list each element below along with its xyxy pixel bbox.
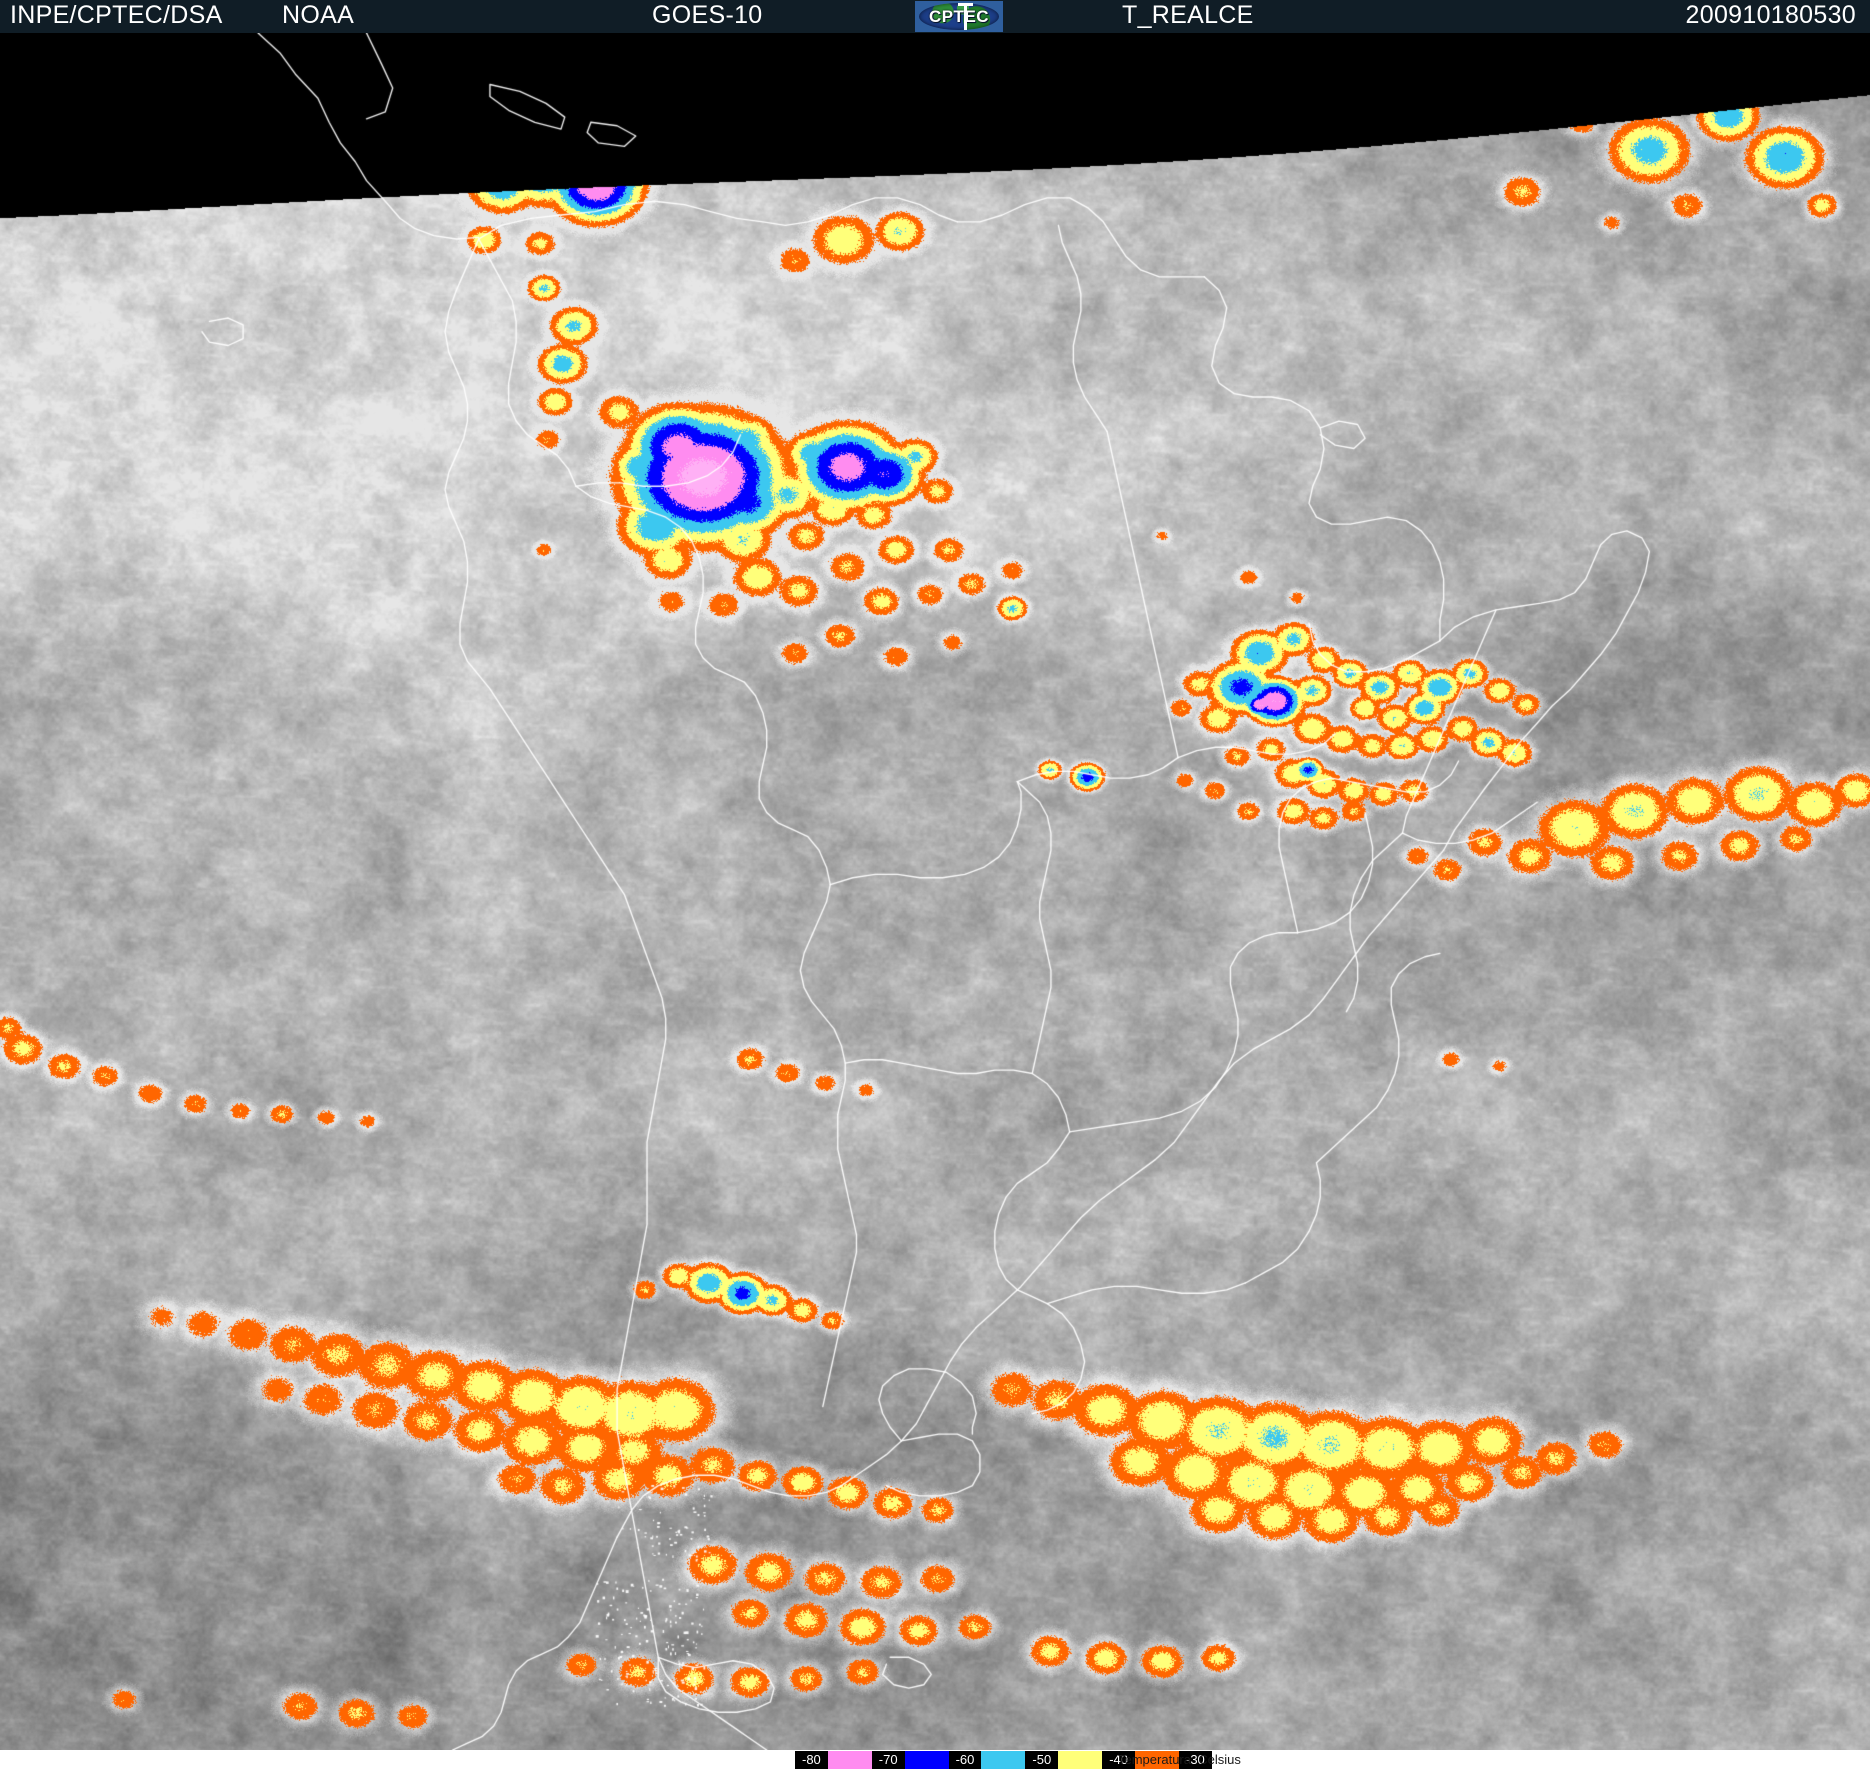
satellite-image bbox=[0, 33, 1870, 1750]
cptec-logo-text: CPTEC bbox=[928, 7, 990, 26]
legend-swatch-orange-minus40 bbox=[1134, 1751, 1179, 1769]
timestamp-label: 200910180530 bbox=[1685, 1, 1856, 29]
legend-swatch-blue-minus70 bbox=[904, 1751, 949, 1769]
globe-icon bbox=[919, 3, 999, 30]
legend-swatch-cyan-minus60 bbox=[981, 1751, 1026, 1769]
legend-tick-minus40: -40 bbox=[1102, 1751, 1135, 1769]
header-bar: INPE/CPTEC/DSA NOAA GOES-10 CPTEC T_REAL… bbox=[0, 0, 1870, 33]
agency-label: NOAA bbox=[282, 1, 355, 29]
product-label: T_REALCE bbox=[1122, 1, 1254, 29]
legend-tick-minus70: -70 bbox=[871, 1751, 905, 1769]
legend-swatch-yellow-minus50 bbox=[1058, 1751, 1103, 1769]
legend-tick-minus30: -30 bbox=[1178, 1751, 1212, 1769]
infrared-image-canvas bbox=[0, 33, 1870, 1750]
logo-t-stem bbox=[964, 3, 967, 30]
legend-tick-minus80: -80 bbox=[795, 1751, 828, 1769]
legend-units-label: Temperatura Celsius bbox=[1118, 1752, 1241, 1767]
legend-bar: -80 -70 -60 -50 -40 -30 Temperatura Celsius bbox=[0, 1750, 1870, 1770]
cptec-logo: CPTEC bbox=[915, 1, 1003, 32]
legend-swatch-violet-minus80 bbox=[827, 1751, 872, 1769]
legend-tick-minus50: -50 bbox=[1025, 1751, 1059, 1769]
institute-label: INPE/CPTEC/DSA bbox=[10, 1, 223, 29]
temperature-color-scale: -80 -70 -60 -50 -40 -30 bbox=[795, 1751, 1212, 1769]
legend-tick-minus60: -60 bbox=[948, 1751, 982, 1769]
satellite-label: GOES-10 bbox=[652, 1, 763, 29]
